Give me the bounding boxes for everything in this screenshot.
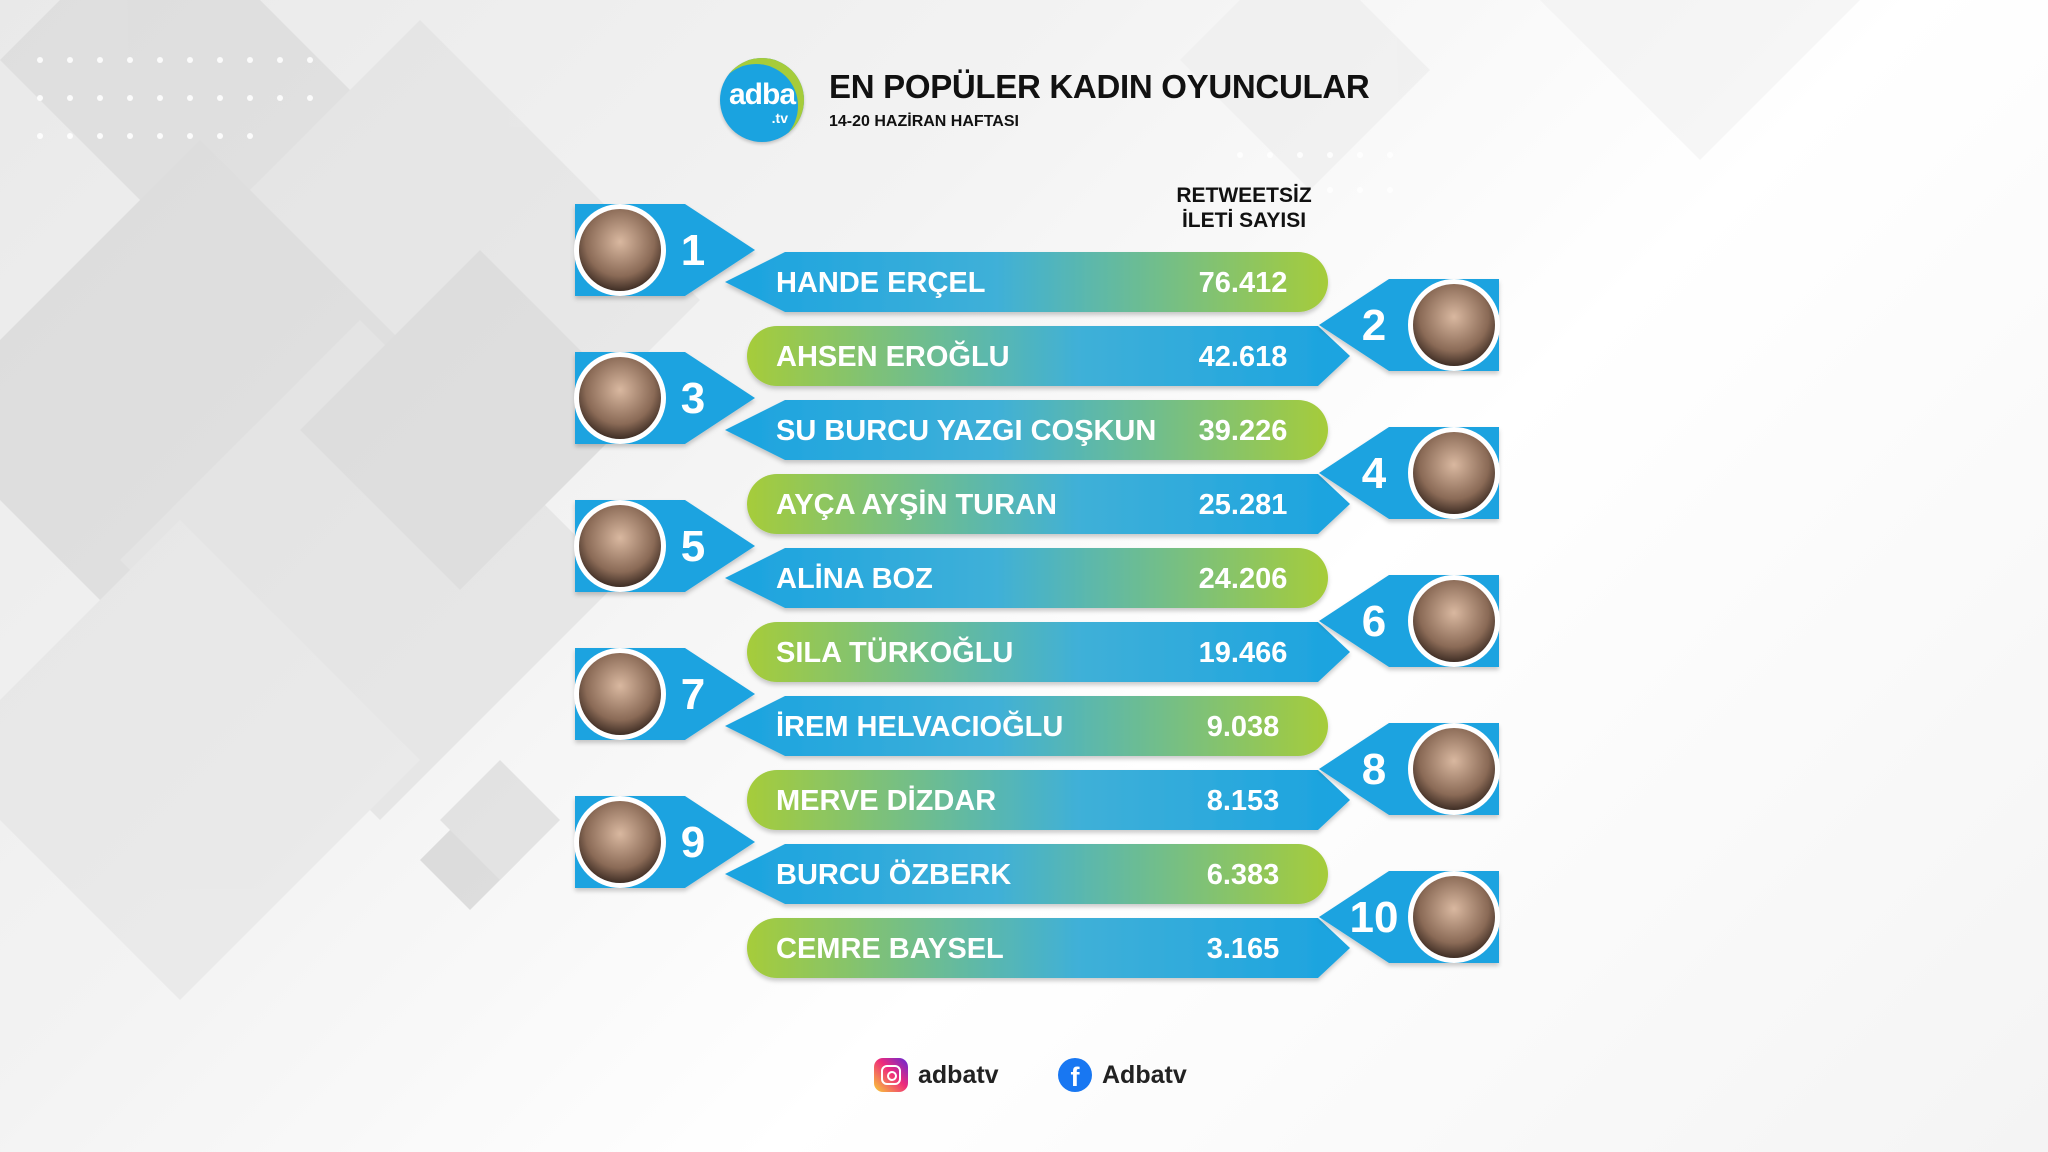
table-row: 6 SILA TÜRKOĞLU 19.466 <box>747 575 1500 682</box>
avatar <box>579 653 661 735</box>
post-count-value: 25.281 <box>1199 489 1288 521</box>
rank-number: 9 <box>681 818 705 867</box>
table-row: 8 MERVE DİZDAR 8.153 <box>747 723 1500 830</box>
post-count-value: 8.153 <box>1207 785 1280 817</box>
table-row: 2 AHSEN EROĞLU 42.618 <box>747 279 1500 386</box>
facebook-icon: f <box>1058 1058 1092 1092</box>
page-title: EN POPÜLER KADIN OYUNCULAR <box>829 68 1370 105</box>
actress-name: MERVE DİZDAR <box>776 785 996 817</box>
bar <box>725 548 1328 608</box>
table-row: 9 BURCU ÖZBERK 6.383 <box>574 796 1328 904</box>
column-header: RETWEETSİZ İLETİ SAYISI <box>1160 183 1328 233</box>
actress-name: ALİNA BOZ <box>776 563 933 595</box>
actress-name: AYÇA AYŞİN TURAN <box>776 489 1057 521</box>
actress-name: SILA TÜRKOĞLU <box>776 635 1013 669</box>
bar <box>747 918 1350 978</box>
avatar <box>1413 284 1495 366</box>
actress-name: İREM HELVACIOĞLU <box>776 709 1063 743</box>
table-row: 10 CEMRE BAYSEL 3.165 <box>747 871 1500 978</box>
table-row: 4 AYÇA AYŞİN TURAN 25.281 <box>747 427 1500 534</box>
facebook-handle: Adbatv <box>1102 1060 1187 1089</box>
actress-name: AHSEN EROĞLU <box>776 339 1010 373</box>
bar <box>725 696 1328 756</box>
post-count-value: 39.226 <box>1199 415 1288 447</box>
bar <box>747 474 1350 534</box>
rank-number: 5 <box>681 522 705 571</box>
column-header-line2: İLETİ SAYISI <box>1181 209 1307 232</box>
table-row: 7 İREM HELVACIOĞLU 9.038 <box>574 648 1328 756</box>
table-row: 3 SU BURCU YAZGI COŞKUN 39.226 <box>574 352 1328 460</box>
post-count-value: 24.206 <box>1199 563 1288 595</box>
instagram-link[interactable]: adbatv <box>874 1058 999 1092</box>
bar <box>725 252 1328 312</box>
post-count-value: 9.038 <box>1207 711 1280 743</box>
avatar <box>579 357 661 439</box>
actress-name: CEMRE BAYSEL <box>776 933 1004 965</box>
avatar <box>579 505 661 587</box>
page-subtitle: 14-20 HAZİRAN HAFTASI <box>829 113 1019 130</box>
actress-name: HANDE ERÇEL <box>776 267 985 299</box>
rank-number: 1 <box>681 226 705 275</box>
table-row: 1 HANDE ERÇEL 76.412 <box>574 204 1328 312</box>
table-row: 5 ALİNA BOZ 24.206 <box>574 500 1328 608</box>
avatar <box>579 801 661 883</box>
avatar <box>579 209 661 291</box>
rank-number: 8 <box>1362 745 1386 794</box>
bar <box>725 400 1328 460</box>
instagram-icon <box>874 1058 908 1092</box>
instagram-handle: adbatv <box>918 1060 999 1089</box>
post-count-value: 76.412 <box>1199 267 1288 299</box>
post-count-value: 3.165 <box>1207 933 1280 965</box>
rank-number: 2 <box>1362 301 1386 350</box>
rank-number: 7 <box>681 670 705 719</box>
avatar <box>1413 876 1495 958</box>
post-count-value: 19.466 <box>1199 637 1288 669</box>
rank-number: 10 <box>1350 893 1399 942</box>
actress-name: BURCU ÖZBERK <box>776 858 1011 891</box>
avatar <box>1413 580 1495 662</box>
bar <box>747 326 1350 386</box>
bar <box>747 622 1350 682</box>
bar <box>747 770 1350 830</box>
rank-number: 6 <box>1362 597 1386 646</box>
rank-number: 4 <box>1362 449 1387 498</box>
post-count-value: 42.618 <box>1199 341 1288 373</box>
actress-name: SU BURCU YAZGI COŞKUN <box>776 415 1156 447</box>
avatar <box>1413 432 1495 514</box>
adba-logo: adba .tv <box>720 58 804 142</box>
facebook-link[interactable]: f Adbatv <box>1058 1058 1187 1092</box>
bar <box>725 844 1328 904</box>
column-header-line1: RETWEETSİZ <box>1176 184 1312 207</box>
rank-number: 3 <box>681 374 705 423</box>
avatar <box>1413 728 1495 810</box>
post-count-value: 6.383 <box>1207 859 1280 891</box>
